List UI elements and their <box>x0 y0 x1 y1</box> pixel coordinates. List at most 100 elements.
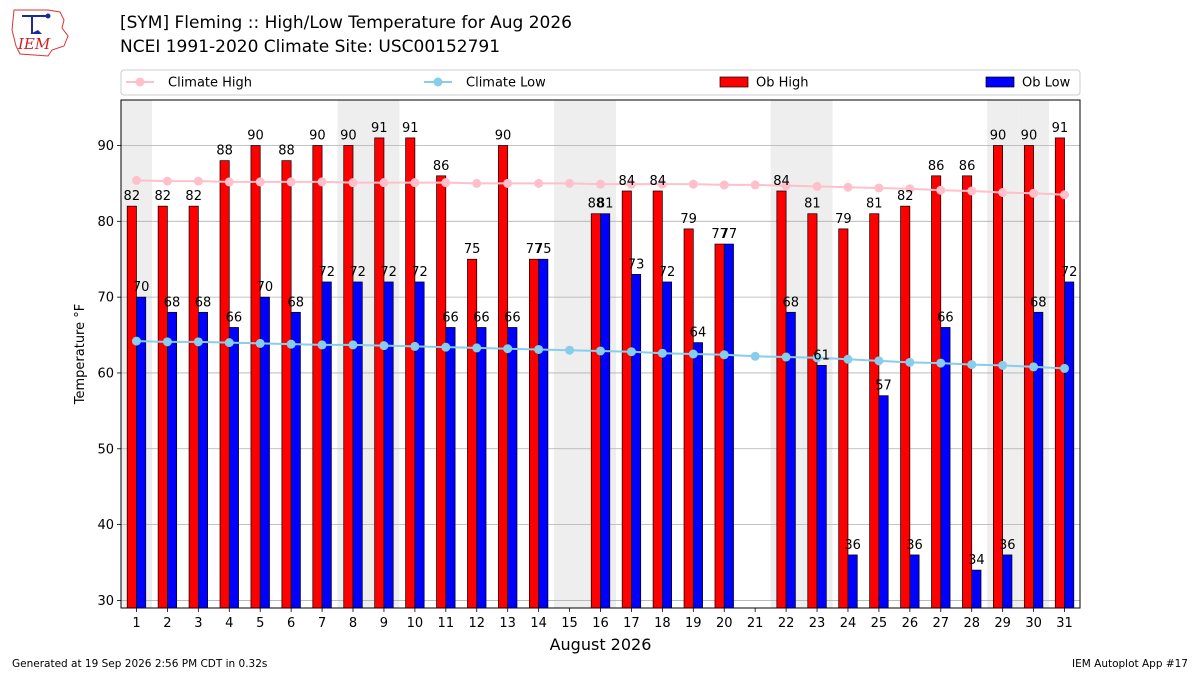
ob-high-label-1: 82 <box>124 189 141 204</box>
climate-lines <box>131 175 1070 373</box>
climate-low-point-7 <box>317 340 327 350</box>
ytick-label-90: 90 <box>97 139 114 154</box>
climate-high-point-31 <box>1060 190 1070 200</box>
climate-high-point-5 <box>255 177 265 187</box>
ob-low-bar-16 <box>600 213 611 609</box>
ob-high-label-19: 79 <box>680 212 697 227</box>
ob-low-legend-swatch <box>985 76 1015 88</box>
ob-high-legend-label: Ob High <box>756 76 809 91</box>
ob-high-label-28: 86 <box>959 159 976 174</box>
ob-high-label-20: 77 <box>711 227 728 242</box>
ob-high-bar-16 <box>590 213 601 609</box>
ob-high-bar-8 <box>343 145 354 609</box>
ob-low-bar-23 <box>816 365 827 609</box>
climate-low-point-17 <box>626 347 636 357</box>
climate-high-point-6 <box>286 177 296 187</box>
ob-low-label-17: 73 <box>628 257 645 272</box>
ob-low-label-2: 68 <box>164 295 181 310</box>
ytick-label-30: 30 <box>97 594 114 609</box>
ob-low-label-14: 75 <box>535 242 552 257</box>
climate-high-point-14 <box>534 178 544 188</box>
ob-low-bar-2 <box>167 311 178 609</box>
climate-low-point-6 <box>286 339 296 349</box>
ob-low-bar-4 <box>228 327 239 609</box>
climate-low-legend-marker <box>433 77 443 87</box>
ob-low-label-16: 81 <box>597 197 614 212</box>
ob-high-bar-31 <box>1054 137 1065 609</box>
ob-low-bar-20 <box>723 243 734 609</box>
ob-low-bar-10 <box>414 281 425 609</box>
ob-low-bar-19 <box>692 342 703 609</box>
ob-low-label-13: 66 <box>504 310 521 325</box>
ob-low-label-4: 66 <box>226 310 243 325</box>
ob-low-bar-30 <box>1033 311 1044 609</box>
climate-high-point-16 <box>596 179 605 189</box>
ob-low-bar-9 <box>383 281 394 609</box>
xtick-label-12: 12 <box>468 616 485 631</box>
ob-low-label-20: 77 <box>721 227 738 242</box>
ob-high-bar-5 <box>250 145 261 609</box>
ob-high-bar-3 <box>188 205 199 609</box>
ob-high-bar-6 <box>281 160 292 609</box>
xtick-label-18: 18 <box>654 616 671 631</box>
climate-high-point-25 <box>874 183 884 193</box>
ob-high-bar-10 <box>405 137 416 609</box>
xtick-label-9: 9 <box>380 616 388 631</box>
climate-low-point-16 <box>596 346 605 356</box>
xtick-label-29: 29 <box>994 616 1011 631</box>
climate-low-point-29 <box>998 360 1008 370</box>
xtick-label-6: 6 <box>287 616 295 631</box>
climate-high-point-7 <box>317 177 327 187</box>
ob-low-label-29: 36 <box>999 538 1016 553</box>
climate-high-point-10 <box>410 178 420 188</box>
climate-high-point-22 <box>781 181 791 191</box>
climate-high-point-12 <box>472 178 482 188</box>
climate-low-point-8 <box>348 340 358 350</box>
ob-low-label-31: 72 <box>1061 265 1078 280</box>
ob-low-bar-7 <box>321 281 332 609</box>
climate-high-point-9 <box>379 178 389 188</box>
ob-high-bar-18 <box>652 190 663 609</box>
xtick-label-5: 5 <box>256 616 264 631</box>
xtick-label-3: 3 <box>194 616 202 631</box>
ob-high-legend-swatch <box>719 76 749 88</box>
climate-low-point-20 <box>719 350 729 360</box>
ob-low-bar-3 <box>197 311 208 609</box>
climate-low-point-10 <box>410 341 420 351</box>
climate-low-point-9 <box>379 341 389 351</box>
xtick-label-26: 26 <box>902 616 919 631</box>
chart-subtitle: NCEI 1991-2020 Climate Site: USC00152791 <box>120 37 501 57</box>
ob-low-label-3: 68 <box>195 295 212 310</box>
climate-low-point-18 <box>657 348 667 358</box>
xtick-label-10: 10 <box>407 616 424 631</box>
ob-high-label-7: 90 <box>309 128 326 143</box>
ob-low-label-23: 61 <box>813 348 830 363</box>
xtick-label-2: 2 <box>163 616 171 631</box>
xtick-label-30: 30 <box>1025 616 1042 631</box>
ob-high-label-3: 82 <box>185 189 202 204</box>
climate-high-point-23 <box>812 181 822 191</box>
ytick-label-80: 80 <box>97 215 114 230</box>
climate-low-point-21 <box>750 351 760 361</box>
ob-high-label-25: 81 <box>866 197 883 212</box>
climate-high-point-4 <box>224 177 234 187</box>
ob-low-label-6: 68 <box>288 295 305 310</box>
climate-low-point-14 <box>534 344 544 354</box>
xtick-label-13: 13 <box>499 616 516 631</box>
xtick-label-11: 11 <box>438 616 455 631</box>
ob-low-bar-6 <box>290 311 301 609</box>
xtick-label-16: 16 <box>592 616 609 631</box>
ob-low-label-18: 72 <box>659 265 676 280</box>
climate-low-point-22 <box>781 352 791 362</box>
ob-high-label-12: 75 <box>464 242 481 257</box>
climate-low-point-2 <box>162 337 172 347</box>
xtick-label-15: 15 <box>561 616 578 631</box>
climate-high-point-11 <box>441 178 451 188</box>
ob-low-label-11: 66 <box>442 310 459 325</box>
ob-high-bar-30 <box>1023 145 1034 609</box>
ob-low-bar-24 <box>847 554 858 609</box>
ob-high-label-9: 91 <box>371 121 388 136</box>
ob-low-label-1: 70 <box>133 280 150 295</box>
ob-high-label-17: 84 <box>619 174 636 189</box>
